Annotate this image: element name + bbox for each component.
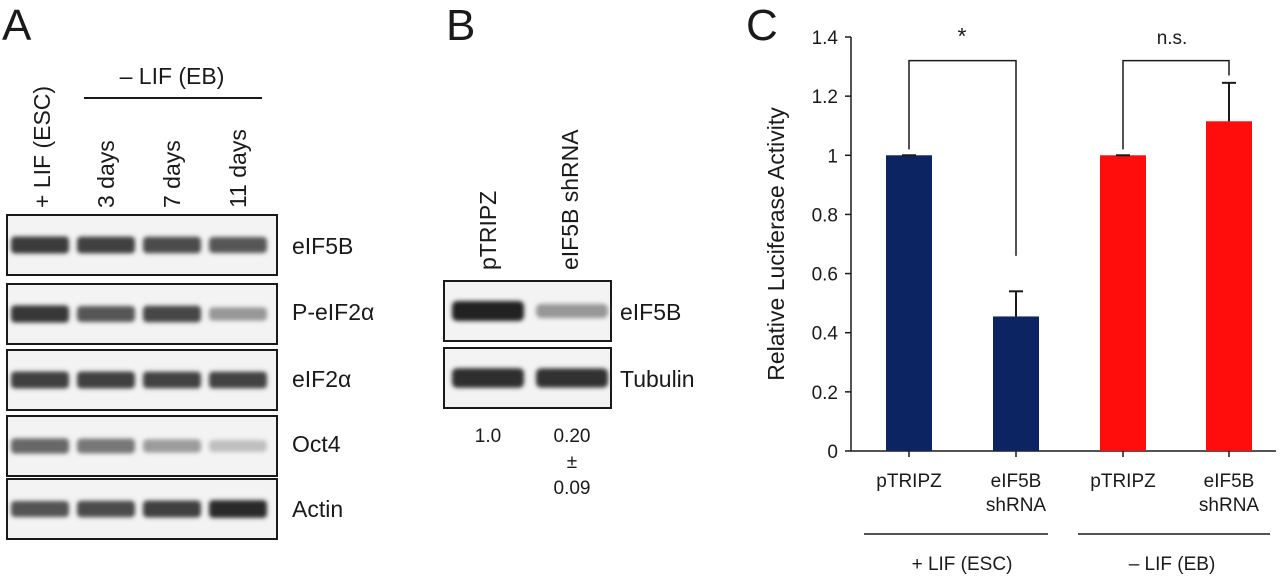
panel-b: B pTRIPZ eIF5B shRNA eIF5B Tubulin 1.0 0…	[443, 1, 695, 499]
panel-b-quant-value: 0.20	[554, 426, 591, 447]
panel-b-blots	[443, 280, 612, 409]
blot-band	[452, 301, 524, 321]
panel-a: A – LIF (EB) + LIF (ESC) 3 days 7 days 1…	[2, 1, 374, 540]
x-tick-label: eIF5B	[991, 471, 1042, 492]
y-tick-label: 0.4	[812, 324, 839, 345]
x-tick-label: pTRIPZ	[1090, 471, 1156, 492]
blot-band	[143, 439, 201, 453]
panel-a-blots	[6, 214, 278, 540]
bar	[886, 155, 932, 452]
blot-band	[77, 500, 135, 518]
panel-a-group-label: – LIF (EB)	[120, 63, 225, 89]
panel-b-lane-label: pTRIPZ	[475, 191, 501, 270]
blot-band	[143, 500, 201, 518]
blot-band	[209, 500, 267, 518]
panel-a-lane-label: 11 days	[225, 129, 251, 208]
panel-a-row-label: eIF2α	[292, 366, 351, 392]
blot-band	[143, 236, 201, 254]
y-tick-label: 0.2	[812, 383, 838, 404]
panel-b-quant-value: 0.09	[554, 478, 591, 499]
y-ticks: 0 0.2 0.4 0.6 0.8 1 1.2 1.4	[812, 28, 851, 463]
blot-band	[11, 500, 69, 518]
blot-band	[143, 305, 201, 323]
panel-a-row-label: Actin	[292, 496, 343, 522]
group-label: + LIF (ESC)	[912, 554, 1013, 575]
panel-b-row-label: Tubulin	[620, 366, 695, 392]
significance-brackets: * n.s.	[908, 23, 1230, 256]
blot-band	[11, 371, 69, 389]
panel-a-row-label: eIF5B	[292, 233, 353, 259]
bars	[886, 121, 1252, 452]
blot-band	[11, 236, 69, 254]
bar	[993, 316, 1039, 451]
bar	[1206, 121, 1252, 452]
blot-band	[209, 307, 267, 321]
y-tick-label: 1.4	[812, 28, 839, 49]
bar	[1100, 155, 1146, 452]
blot-band	[536, 368, 608, 388]
significance-label: n.s.	[1157, 28, 1188, 49]
blot-band	[77, 438, 135, 454]
y-tick-label: 1.2	[812, 87, 838, 108]
blot-band	[77, 236, 135, 254]
x-tick-labels: pTRIPZ eIF5B shRNA pTRIPZ eIF5B shRNA	[876, 451, 1259, 516]
significance-label: *	[958, 23, 967, 49]
panel-b-lane-label: eIF5B shRNA	[557, 129, 583, 270]
blot-band	[11, 438, 69, 454]
panel-a-lane-label: 3 days	[93, 140, 119, 208]
x-tick-label: pTRIPZ	[876, 471, 942, 492]
blot-band	[536, 303, 608, 319]
panel-b-quant-value: 1.0	[475, 426, 501, 447]
panel-b-row-label: eIF5B	[620, 299, 681, 325]
y-axis-label: Relative Luciferase Activity	[763, 107, 789, 381]
panel-a-row-label: P-eIF2α	[292, 299, 374, 325]
panel-a-lane-label: 7 days	[159, 140, 185, 208]
panel-a-row-label: Oct4	[292, 431, 341, 457]
y-tick-label: 1	[827, 146, 838, 167]
group-label: – LIF (EB)	[1129, 554, 1216, 575]
significance-bracket	[1122, 59, 1230, 150]
blot-band	[11, 305, 69, 323]
x-tick-label: shRNA	[1199, 495, 1260, 516]
blot-band	[452, 368, 524, 388]
blot-band	[209, 440, 267, 452]
significance-bracket	[908, 59, 1017, 256]
blot-band	[143, 371, 201, 389]
x-tick-label: shRNA	[986, 495, 1047, 516]
panel-label-b: B	[446, 1, 475, 50]
y-tick-label: 0.6	[812, 265, 838, 286]
y-tick-label: 0	[827, 442, 838, 463]
x-tick-label: eIF5B	[1204, 471, 1255, 492]
error-bars	[902, 81, 1236, 317]
blot-band	[77, 306, 135, 322]
panel-label-c: C	[746, 1, 778, 50]
panel-label-a: A	[2, 1, 32, 50]
panel-a-lane-label: + LIF (ESC)	[29, 86, 55, 208]
y-tick-label: 0.8	[812, 205, 838, 226]
blot-band	[209, 371, 267, 389]
panel-c: C Relative Luciferase Activity 0 0.2 0.4 0.…	[746, 1, 1276, 575]
panel-b-quant-value: ±	[567, 452, 577, 473]
blot-band	[77, 371, 135, 389]
blot-band	[209, 237, 267, 253]
